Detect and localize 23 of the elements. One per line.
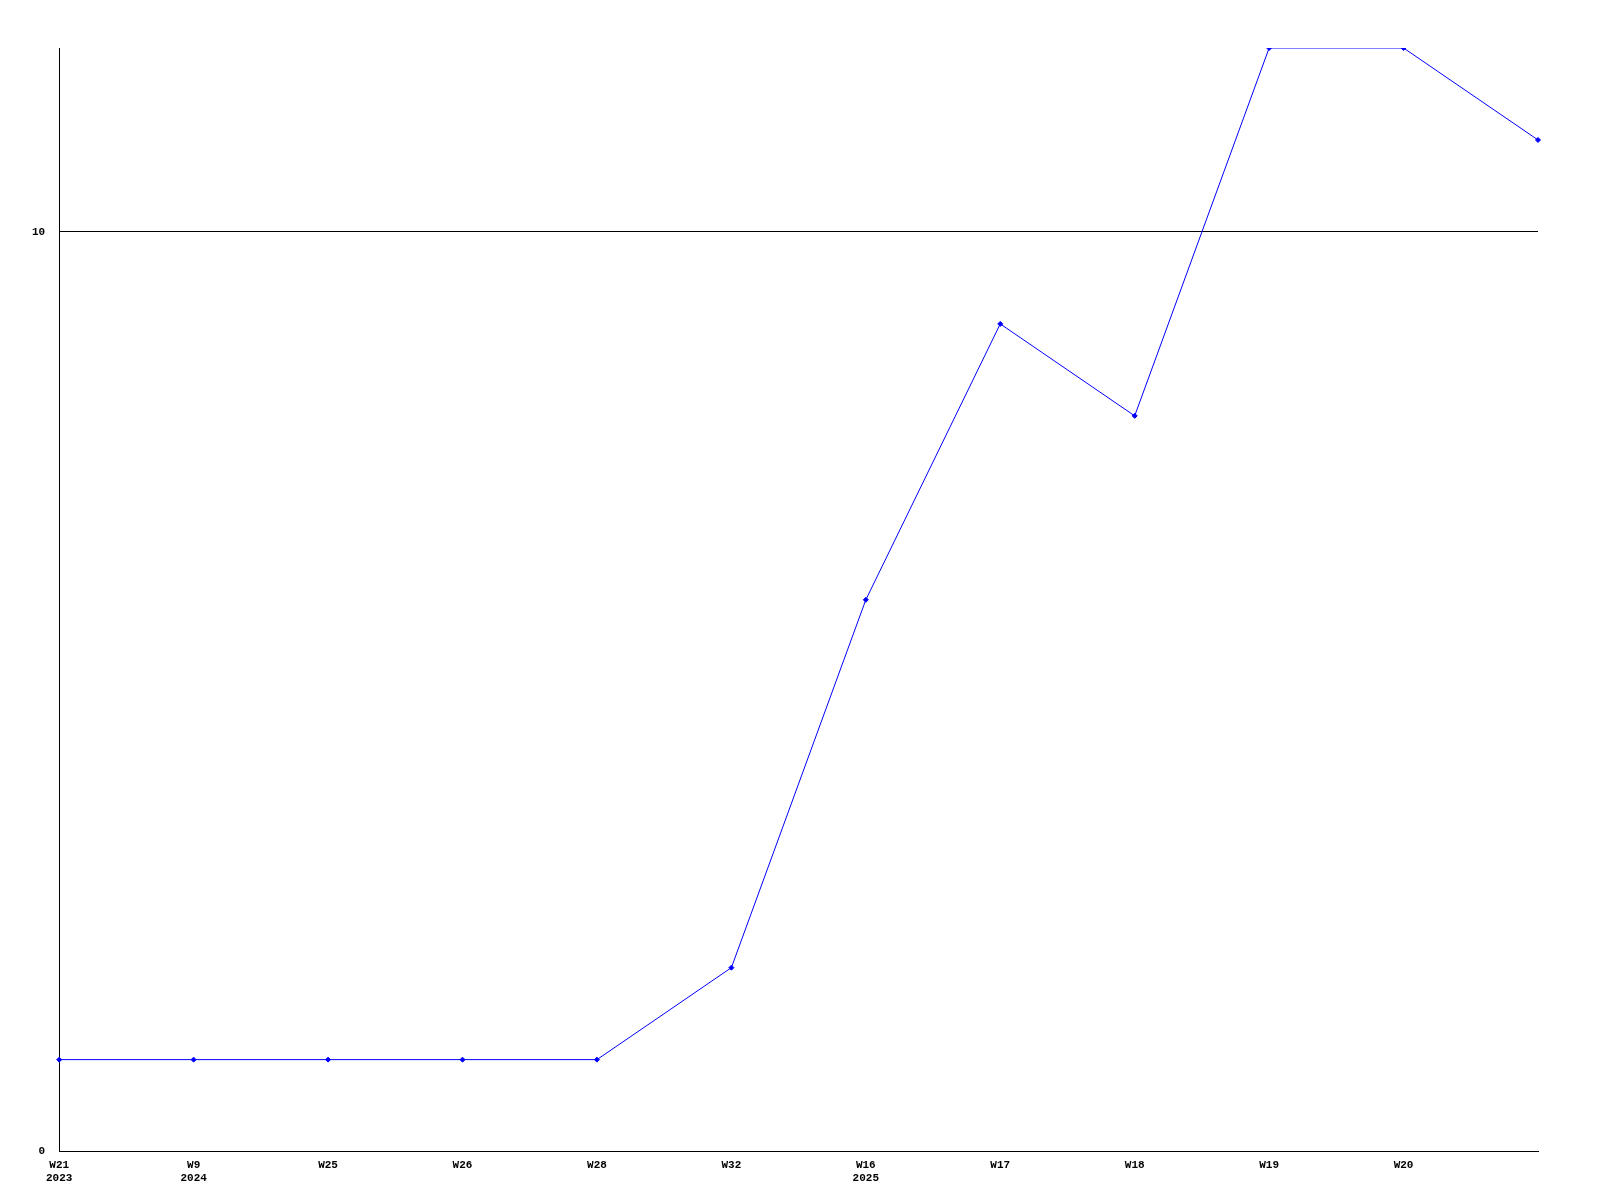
x-tick-label: W18 [1124, 1158, 1145, 1171]
x-tick-label: W17 [990, 1158, 1011, 1171]
point [862, 596, 869, 603]
x-tick-label: W19 [1259, 1158, 1280, 1171]
x-tick-label: W20 [1393, 1158, 1414, 1171]
x-tick-label: W28 [587, 1158, 608, 1171]
y-tick-label: 10 [32, 225, 46, 238]
point [56, 1056, 63, 1063]
point [997, 320, 1004, 327]
point [1535, 136, 1541, 143]
point [1131, 412, 1138, 419]
x-tick-label: W32 [721, 1158, 742, 1171]
point [593, 1056, 600, 1063]
point [325, 1056, 332, 1063]
x-tick-label: W9 2024 [180, 1158, 208, 1185]
x-tick-label: W16 2025 [852, 1158, 880, 1185]
point [190, 1056, 197, 1063]
x-tick-label: W21 2023 [46, 1158, 73, 1185]
x-tick-label: W25 [318, 1158, 339, 1171]
x-tick-label: W26 [452, 1158, 473, 1171]
y-tick-label: 0 [38, 1145, 46, 1158]
point [459, 1056, 466, 1063]
point [728, 964, 735, 971]
